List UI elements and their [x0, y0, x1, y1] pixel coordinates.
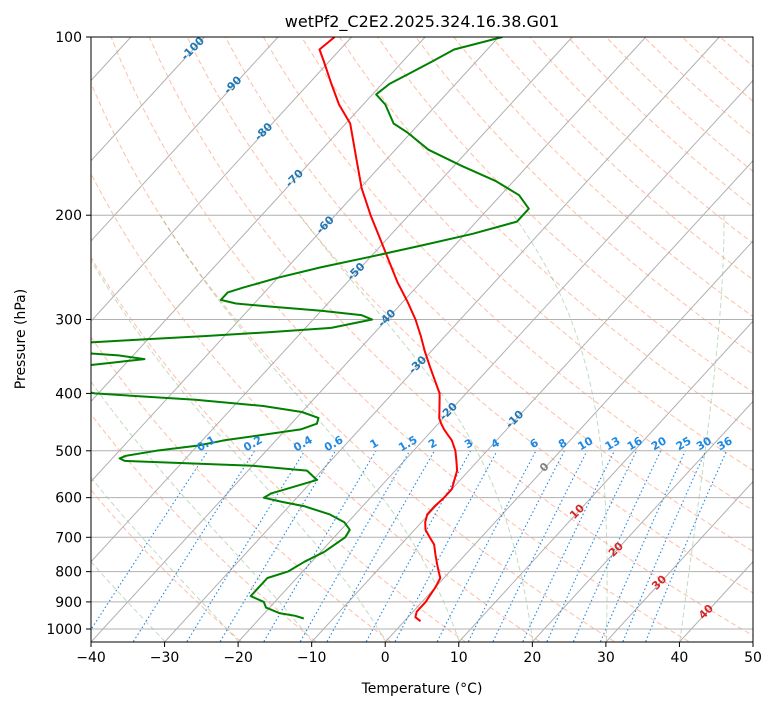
temperature-profile: [318, 37, 459, 622]
y-tick-label: 200: [55, 208, 82, 224]
dry-adiabat: [91, 172, 540, 642]
x-tick-label: −10: [297, 650, 327, 666]
mixing-ratio-line: [326, 450, 435, 642]
moist-adiabat: [159, 214, 460, 642]
mixing-ratio-line: [219, 450, 336, 642]
isotherm: [311, 159, 753, 642]
x-tick-label: 0: [381, 650, 390, 666]
dry-adiabat: [415, 37, 753, 355]
x-tick-label: 20: [523, 650, 541, 666]
mixing-ratio-line: [467, 450, 565, 642]
x-axis-title: Temperature (°C): [361, 681, 483, 697]
isotherm: [91, 37, 279, 242]
dry-adiabat: [110, 37, 689, 642]
y-tick-label: 600: [55, 491, 82, 507]
x-tick-label: −30: [150, 650, 180, 666]
isotherm: [91, 37, 205, 162]
mixing-ratio-line: [132, 450, 256, 642]
y-tick-label: 700: [55, 530, 82, 546]
isotherm: [164, 37, 720, 642]
dry-adiabat: [91, 82, 615, 642]
isotherm: [532, 400, 753, 642]
moist-adiabat: [91, 259, 387, 642]
isotherm: [91, 37, 573, 563]
isotherm: [385, 240, 753, 642]
mixing-ratio-line: [492, 450, 588, 642]
y-tick-label: 100: [55, 30, 82, 46]
isotherm: [238, 79, 753, 642]
mixing-ratio-line: [645, 450, 728, 642]
moist-adiabat: [91, 476, 239, 642]
dry-adiabat: [91, 336, 391, 642]
chart-title: wetPf2_C2E2.2025.324.16.38.G01: [285, 12, 559, 32]
moist-adiabat: [513, 214, 608, 642]
x-tick-label: 40: [671, 650, 689, 666]
y-tick-label: 500: [55, 444, 82, 460]
dewpoint-profile: [91, 37, 530, 620]
mixing-ratio-line: [573, 450, 662, 642]
moist-adiabat: [91, 560, 166, 642]
mixing-ratio-line: [365, 450, 472, 642]
y-axis-title: Pressure (hPa): [13, 289, 29, 389]
mixing-ratio-line: [91, 450, 209, 631]
mixing-ratio-line: [600, 450, 686, 642]
isotherm: [91, 37, 647, 642]
x-tick-label: 50: [744, 650, 762, 666]
dry-adiabat: [224, 37, 753, 552]
plot-frame: [90, 36, 754, 643]
plot-grid: [91, 37, 753, 642]
isotherm: [458, 320, 753, 642]
mixing-ratio-line: [622, 450, 707, 642]
moist-adiabat: [679, 215, 725, 642]
dry-adiabat: [301, 37, 753, 471]
y-tick-label: 800: [55, 565, 82, 581]
dry-adiabat: [91, 413, 317, 642]
dry-adiabat: [262, 37, 753, 511]
isotherm: [605, 480, 753, 642]
isotherm: [91, 37, 352, 322]
axes: −40 −30 −20 −10 0 10 20 30 40 50 100 200 300 400 500 60…: [46, 30, 762, 666]
y-tick-label: 300: [55, 312, 82, 328]
x-tick-label: −20: [223, 650, 253, 666]
x-tick-label: 30: [597, 650, 615, 666]
y-tick-label: 1000: [46, 622, 82, 638]
dry-adiabat: [91, 256, 466, 642]
mixing-ratio-line: [186, 450, 306, 642]
isotherm: [91, 37, 500, 483]
dry-adiabat: [186, 37, 753, 594]
moist-adiabat: [91, 380, 313, 642]
x-tick-label: 10: [450, 650, 468, 666]
y-tick-label: 900: [55, 595, 82, 611]
plot-series: [91, 37, 530, 622]
moist-adiabat: [299, 214, 534, 642]
dry-adiabat: [377, 37, 753, 393]
y-tick-label: 400: [55, 386, 82, 402]
x-tick-label: −40: [76, 650, 106, 666]
